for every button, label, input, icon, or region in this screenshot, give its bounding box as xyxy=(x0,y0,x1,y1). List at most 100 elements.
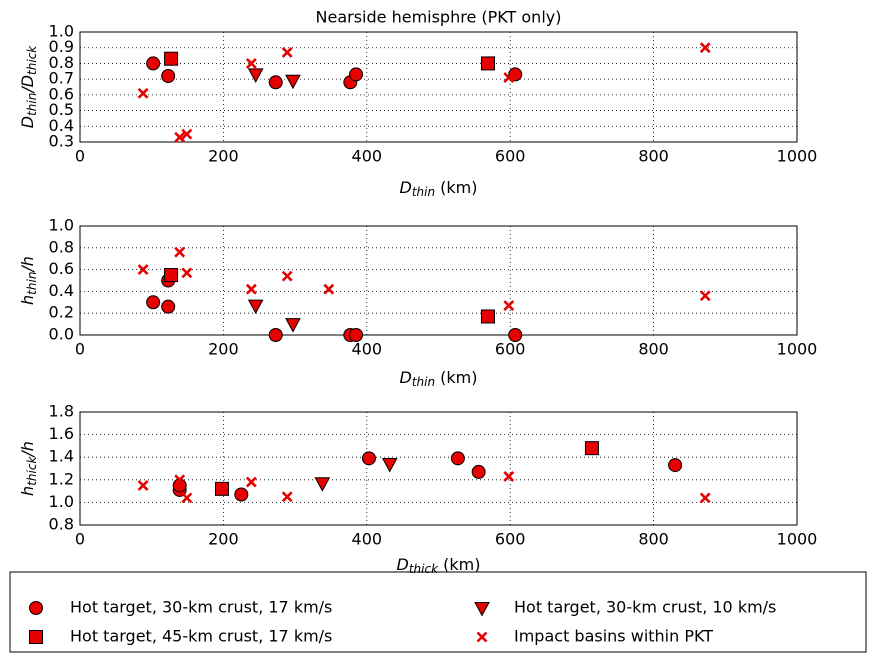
point xyxy=(314,477,331,492)
x-axis-label: Dthin (km) xyxy=(400,178,478,199)
axes-frame xyxy=(79,31,798,143)
point xyxy=(247,299,264,315)
x-axis-label-part: D xyxy=(400,368,412,387)
legend-box xyxy=(9,571,867,653)
point xyxy=(181,267,193,279)
y-axis-label: hthick/h xyxy=(18,441,39,496)
point xyxy=(450,451,465,466)
legend-label: Hot target, 30-km crust, 10 km/s xyxy=(514,598,776,617)
y-tick-label: 0.0 xyxy=(49,325,74,344)
y-axis-label-part: /h xyxy=(18,256,37,274)
point xyxy=(361,451,376,466)
y-tick-label: 0.4 xyxy=(49,281,74,300)
point xyxy=(285,74,301,90)
point xyxy=(247,68,264,83)
point xyxy=(480,309,495,324)
point xyxy=(245,476,257,488)
point xyxy=(503,300,515,311)
legend-label: Hot target, 45-km crust, 17 km/s xyxy=(70,627,332,646)
x-tick-label: 1000 xyxy=(777,530,818,549)
point xyxy=(699,42,711,54)
legend-label: Impact basins within PKT xyxy=(514,627,713,646)
point xyxy=(164,51,179,66)
x-tick-label: 600 xyxy=(495,147,526,166)
y-tick-label: 1.0 xyxy=(49,492,74,511)
point xyxy=(508,67,523,82)
x-axis-label-part: thick xyxy=(409,562,439,576)
point xyxy=(668,458,683,473)
point xyxy=(584,441,599,456)
point xyxy=(699,290,711,302)
axes-frame xyxy=(79,411,798,526)
y-tick-label: 1.8 xyxy=(49,402,74,421)
x-tick-label: 600 xyxy=(495,530,526,549)
x-axis-label-part: (km) xyxy=(435,368,477,387)
y-tick-label: 0.8 xyxy=(49,53,74,72)
y-tick-label: 0.5 xyxy=(49,100,74,119)
x-tick-label: 400 xyxy=(352,530,383,549)
y-tick-label: 0.2 xyxy=(49,303,74,322)
x-tick-label: 800 xyxy=(638,340,669,359)
x-tick-label: 0 xyxy=(75,147,85,166)
point xyxy=(234,487,249,502)
y-axis-label-part: /h xyxy=(18,441,37,459)
y-tick-label: 0.8 xyxy=(49,515,74,534)
point xyxy=(245,283,257,295)
point xyxy=(699,492,711,504)
point xyxy=(281,47,293,58)
y-tick-label: 0.7 xyxy=(49,69,74,88)
y-axis-label: Dthin/Dthick xyxy=(18,45,39,129)
x-tick-label: 200 xyxy=(208,147,239,166)
point xyxy=(137,480,149,491)
y-tick-label: 1.2 xyxy=(49,469,74,488)
point xyxy=(214,481,229,496)
point xyxy=(174,131,186,143)
point xyxy=(137,264,149,276)
y-axis-label-part: thick xyxy=(25,456,39,486)
point xyxy=(281,270,293,282)
y-axis-label-part: thick xyxy=(25,45,39,75)
y-axis-label-part: thin xyxy=(25,272,39,295)
y-axis-label-part: h xyxy=(18,486,37,496)
y-tick-label: 1.4 xyxy=(49,447,74,466)
point xyxy=(349,67,364,82)
point xyxy=(480,56,495,71)
point xyxy=(349,328,364,342)
y-tick-label: 0.3 xyxy=(49,132,74,151)
x-axis-label: Dthick (km) xyxy=(397,555,481,576)
legend-marker xyxy=(29,630,43,644)
x-axis-label-part: thin xyxy=(412,375,435,389)
point xyxy=(161,299,176,314)
y-tick-label: 0.9 xyxy=(49,37,74,56)
point xyxy=(174,474,186,486)
x-tick-label: 800 xyxy=(638,147,669,166)
point xyxy=(285,318,301,333)
point xyxy=(146,295,161,310)
point xyxy=(245,58,257,69)
y-tick-label: 1.0 xyxy=(49,22,74,41)
point xyxy=(381,457,398,473)
point xyxy=(164,268,179,283)
y-axis-label-part: /D xyxy=(18,75,37,95)
point xyxy=(268,328,283,342)
x-tick-label: 800 xyxy=(638,530,669,549)
point xyxy=(268,75,283,90)
point xyxy=(471,464,486,479)
x-tick-label: 0 xyxy=(75,530,85,549)
point xyxy=(146,56,161,71)
y-tick-label: 0.6 xyxy=(49,259,74,278)
point xyxy=(161,69,176,83)
point xyxy=(508,328,523,342)
x-axis-label: Dthin (km) xyxy=(400,368,478,389)
y-axis-label: hthin/h xyxy=(18,256,39,305)
point xyxy=(181,128,193,140)
point xyxy=(181,492,193,504)
y-tick-label: 0.8 xyxy=(49,237,74,256)
legend-label: Hot target, 30-km crust, 17 km/s xyxy=(70,598,332,617)
x-axis-label-part: D xyxy=(397,555,409,574)
y-axis-label-part: h xyxy=(18,295,37,305)
y-axis-label-part: thin xyxy=(25,93,39,116)
x-tick-label: 400 xyxy=(352,340,383,359)
